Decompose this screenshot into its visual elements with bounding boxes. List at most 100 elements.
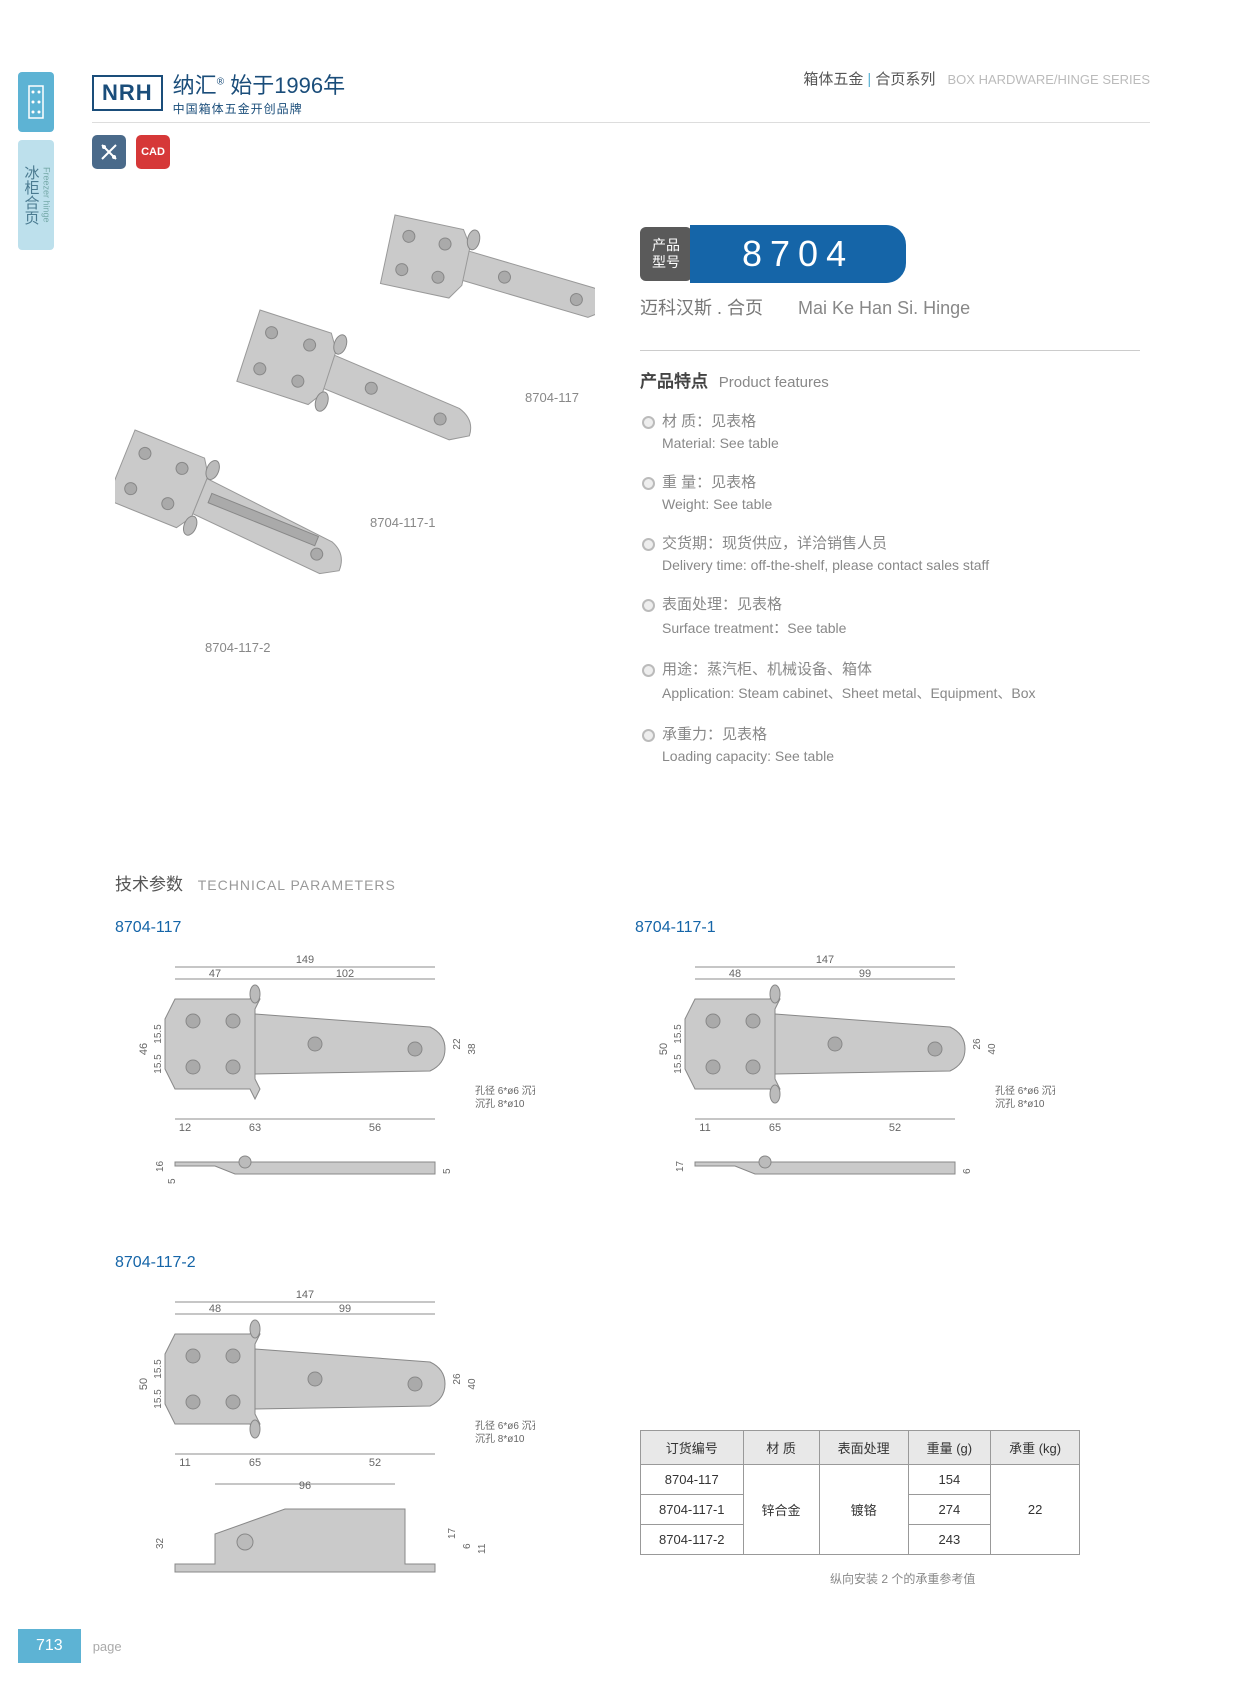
svg-text:孔径 6*ø6 沉孔 8*ø10: 孔径 6*ø6 沉孔 8*ø10 — [475, 1084, 535, 1097]
svg-text:147: 147 — [816, 954, 834, 966]
logo-text: 纳汇® 始于1996年 中国箱体五金开创品牌 — [173, 68, 345, 117]
svg-text:32: 32 — [155, 1537, 166, 1549]
svg-text:11: 11 — [477, 1543, 488, 1554]
tech-title: 技术参数 TECHNICAL PARAMETERS — [115, 870, 1150, 895]
svg-text:63: 63 — [249, 1122, 261, 1134]
feature-cn: 用途：蒸汽柜、机械设备、箱体 — [662, 658, 1140, 679]
feature-cn: 表面处理：见表格 — [662, 593, 1140, 614]
table-header: 材 质 — [743, 1431, 819, 1465]
svg-text:65: 65 — [249, 1457, 261, 1469]
tech-title-en: TECHNICAL PARAMETERS — [198, 877, 396, 893]
side-tab-en: Freezer hinge — [42, 167, 52, 223]
svg-text:6: 6 — [962, 1168, 973, 1174]
feature-cn: 材 质：见表格 — [662, 410, 1140, 431]
page-label: page — [93, 1639, 122, 1654]
svg-text:5: 5 — [442, 1168, 453, 1174]
svg-text:48: 48 — [209, 1303, 221, 1315]
table-row: 8704-117锌合金镀铬15422 — [641, 1465, 1080, 1495]
breadcrumb-en: BOX HARDWARE/HINGE SERIES — [948, 72, 1151, 87]
feature-en: Weight: See table — [662, 496, 1140, 512]
svg-text:48: 48 — [729, 968, 741, 980]
model-number: 8704 — [690, 225, 906, 283]
feature-cn: 重 量：见表格 — [662, 471, 1140, 492]
svg-text:沉孔 8*ø10: 沉孔 8*ø10 — [475, 1432, 525, 1445]
table-note: 纵向安装 2 个的承重参考值 — [830, 1570, 975, 1587]
page-number: 713 — [18, 1629, 81, 1663]
breadcrumb: 箱体五金|合页系列 BOX HARDWARE/HINGE SERIES — [803, 68, 1150, 89]
svg-text:65: 65 — [769, 1122, 781, 1134]
svg-text:40: 40 — [987, 1043, 998, 1055]
table-header: 表面处理 — [819, 1431, 908, 1465]
breadcrumb-cn1: 箱体五金 — [803, 71, 863, 88]
features-title: 产品特点 Product features — [640, 350, 1140, 392]
technical-drawing: 8704-117-2 147 48 99 50 15.5 15.5 11 65 … — [115, 1254, 535, 1599]
feature-item: 材 质：见表格 Material: See table — [640, 410, 1140, 451]
svg-text:26: 26 — [452, 1373, 463, 1385]
side-tab-icon — [18, 72, 54, 132]
svg-text:15.5: 15.5 — [153, 1024, 164, 1044]
table-header: 重量 (g) — [908, 1431, 991, 1465]
svg-text:12: 12 — [179, 1122, 191, 1134]
svg-text:149: 149 — [296, 954, 314, 966]
feature-item: 用途：蒸汽柜、机械设备、箱体Application: Steam cabinet… — [640, 658, 1140, 703]
header-divider — [92, 122, 1150, 123]
svg-text:沉孔 8*ø10: 沉孔 8*ø10 — [995, 1097, 1045, 1110]
drawing-label: 8704-117-1 — [635, 919, 1055, 937]
svg-text:5: 5 — [167, 1178, 178, 1184]
svg-text:15.5: 15.5 — [153, 1359, 164, 1379]
cad-icon: CAD — [136, 135, 170, 169]
feature-en: Surface treatment：See table — [662, 618, 1140, 638]
svg-text:15.5: 15.5 — [153, 1054, 164, 1074]
feature-en: Material: See table — [662, 435, 1140, 451]
brand-suffix: 始于1996年 — [230, 73, 345, 98]
svg-text:15.5: 15.5 — [673, 1024, 684, 1044]
feature-cn: 交货期：现货供应，详洽销售人员 — [662, 532, 1140, 553]
svg-text:99: 99 — [339, 1303, 351, 1315]
product-photo-area: 8704-117 8704-117-1 8704-117-2 — [115, 195, 595, 655]
page-footer: 713 page — [18, 1629, 122, 1663]
features-title-cn: 产品特点 — [640, 372, 708, 391]
svg-text:22: 22 — [452, 1038, 463, 1050]
feature-en: Loading capacity: See table — [662, 748, 1140, 764]
brand-sub: 中国箱体五金开创品牌 — [173, 100, 345, 117]
model-badge: 产品 型号 8704 — [640, 225, 906, 283]
svg-text:16: 16 — [155, 1160, 166, 1172]
page-header: NRH 纳汇® 始于1996年 中国箱体五金开创品牌 箱体五金|合页系列 BOX… — [92, 68, 1150, 117]
product-label-3: 8704-117-2 — [205, 640, 271, 655]
feature-en: Delivery time: off-the-shelf, please con… — [662, 557, 1140, 573]
product-label-2: 8704-117-1 — [370, 515, 436, 530]
tech-title-cn: 技术参数 — [115, 875, 183, 894]
svg-text:38: 38 — [467, 1043, 478, 1055]
feature-cn: 承重力：见表格 — [662, 723, 1140, 744]
features-title-en: Product features — [719, 374, 829, 391]
table-header: 订货编号 — [641, 1431, 744, 1465]
feature-item: 承重力：见表格 Loading capacity: See table — [640, 723, 1140, 764]
product-name-en: Mai Ke Han Si. Hinge — [798, 298, 970, 318]
svg-text:沉孔 8*ø10: 沉孔 8*ø10 — [475, 1097, 525, 1110]
model-label: 产品 型号 — [640, 227, 692, 281]
svg-text:52: 52 — [369, 1457, 381, 1469]
technical-drawing: 8704-117 149 47 102 46 15.5 15.5 12 63 5… — [115, 919, 535, 1194]
svg-text:46: 46 — [138, 1043, 150, 1055]
side-category-tab: Freezer hinge 冰柜合页 — [18, 140, 54, 250]
brand-cn: 纳汇 — [173, 73, 217, 98]
features-section: 产品特点 Product features 材 质：见表格 Material: S… — [640, 350, 1140, 784]
product-name: 迈科汉斯 . 合页 Mai Ke Han Si. Hinge — [640, 294, 970, 320]
svg-text:50: 50 — [138, 1378, 150, 1390]
technical-drawing: 8704-117-1 147 48 99 50 15.5 15.5 11 65 … — [635, 919, 1055, 1194]
svg-text:50: 50 — [658, 1043, 670, 1055]
product-label-1: 8704-117 — [525, 390, 579, 405]
svg-text:96: 96 — [299, 1480, 311, 1492]
svg-text:15.5: 15.5 — [153, 1389, 164, 1409]
svg-text:11: 11 — [179, 1457, 190, 1469]
svg-text:56: 56 — [369, 1122, 381, 1134]
svg-text:孔径 6*ø6 沉孔 8*ø10: 孔径 6*ø6 沉孔 8*ø10 — [995, 1084, 1055, 1097]
svg-text:40: 40 — [467, 1378, 478, 1390]
tool-icons: CAD — [92, 135, 170, 169]
svg-text:99: 99 — [859, 968, 871, 980]
svg-text:15.5: 15.5 — [673, 1054, 684, 1074]
side-tab-cn: 冰柜合页 — [21, 165, 42, 225]
svg-text:147: 147 — [296, 1289, 314, 1301]
svg-text:52: 52 — [889, 1122, 901, 1134]
tool-icon — [92, 135, 126, 169]
